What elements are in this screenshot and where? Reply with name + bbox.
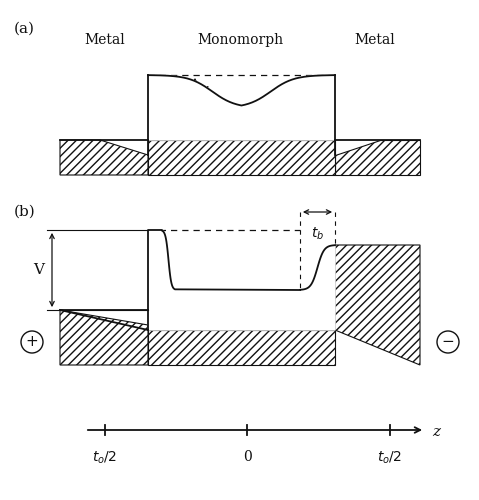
- Text: (a): (a): [14, 22, 35, 36]
- Text: $\phi_o$: $\phi_o$: [201, 84, 217, 102]
- Text: $t_o/2$: $t_o/2$: [92, 450, 118, 466]
- Text: $t_b$: $t_b$: [311, 226, 324, 242]
- Text: Metal: Metal: [85, 33, 125, 47]
- Polygon shape: [148, 230, 335, 330]
- Text: Metal: Metal: [354, 33, 395, 47]
- Polygon shape: [148, 140, 335, 175]
- Text: 0: 0: [243, 450, 252, 464]
- Polygon shape: [335, 140, 420, 175]
- Text: (b): (b): [14, 205, 36, 219]
- Polygon shape: [148, 330, 335, 365]
- Text: +: +: [25, 334, 38, 349]
- Text: V: V: [33, 263, 44, 277]
- Text: Monomorph: Monomorph: [197, 33, 283, 47]
- Polygon shape: [335, 245, 420, 365]
- Polygon shape: [148, 75, 335, 140]
- Text: −: −: [442, 334, 455, 349]
- Text: z: z: [432, 425, 440, 439]
- Text: $t_o/2$: $t_o/2$: [377, 450, 403, 466]
- Text: n - type: n - type: [220, 120, 283, 138]
- Polygon shape: [60, 310, 148, 365]
- Polygon shape: [60, 140, 148, 175]
